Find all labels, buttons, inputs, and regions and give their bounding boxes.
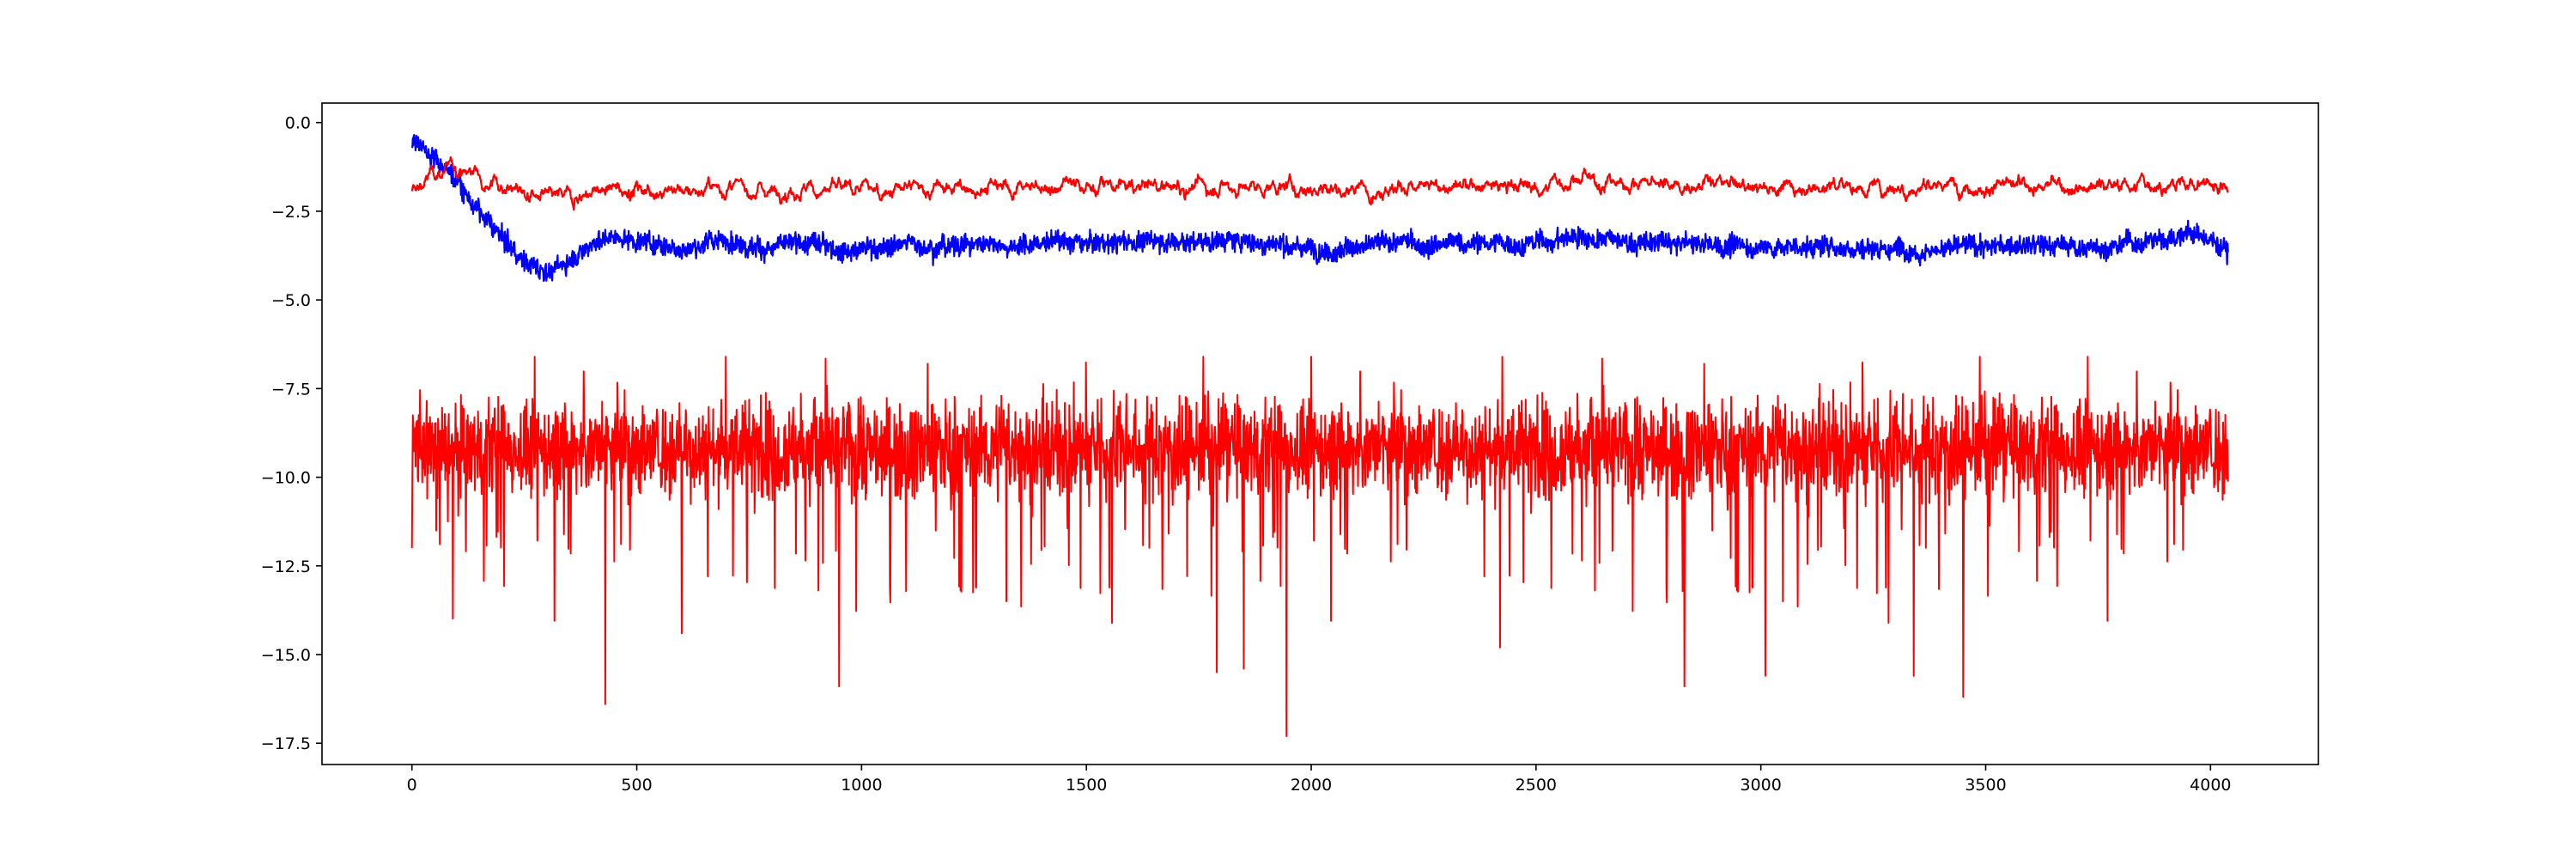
- y-tick-label: −10.0: [261, 469, 311, 488]
- axes-frame: [321, 102, 2319, 765]
- y-tick-label: −15.0: [261, 646, 311, 665]
- x-tick-label: 4000: [2190, 776, 2231, 795]
- plot-lines: [410, 133, 2229, 737]
- y-tick-label: −17.5: [261, 734, 311, 753]
- y-tick-label: 0.0: [285, 114, 311, 133]
- y-tick-label: −5.0: [271, 291, 311, 310]
- series-line-red-smooth: [410, 155, 2229, 211]
- x-axis: 0 500 1000 1500 2000 2500 3000 3500 4000: [407, 765, 2232, 795]
- y-axis: 0.0 −2.5 −5.0 −7.5 −10.0 −12.5 −15.0 −17.5: [261, 114, 322, 753]
- x-tick-label: 2500: [1516, 776, 1557, 795]
- series-line-blue-noisy: [410, 133, 2229, 283]
- x-tick-label: 3000: [1740, 776, 1781, 795]
- x-tick-label: 0: [407, 776, 417, 795]
- x-tick-label: 1000: [841, 776, 882, 795]
- x-tick-label: 1500: [1066, 776, 1107, 795]
- y-tick-label: −12.5: [261, 557, 311, 576]
- x-tick-label: 3500: [1965, 776, 2006, 795]
- x-tick-label: 2000: [1291, 776, 1332, 795]
- y-tick-label: −2.5: [271, 203, 311, 222]
- x-tick-label: 500: [621, 776, 652, 795]
- y-tick-label: −7.5: [271, 380, 311, 399]
- series-line-red-noisy: [410, 356, 2229, 737]
